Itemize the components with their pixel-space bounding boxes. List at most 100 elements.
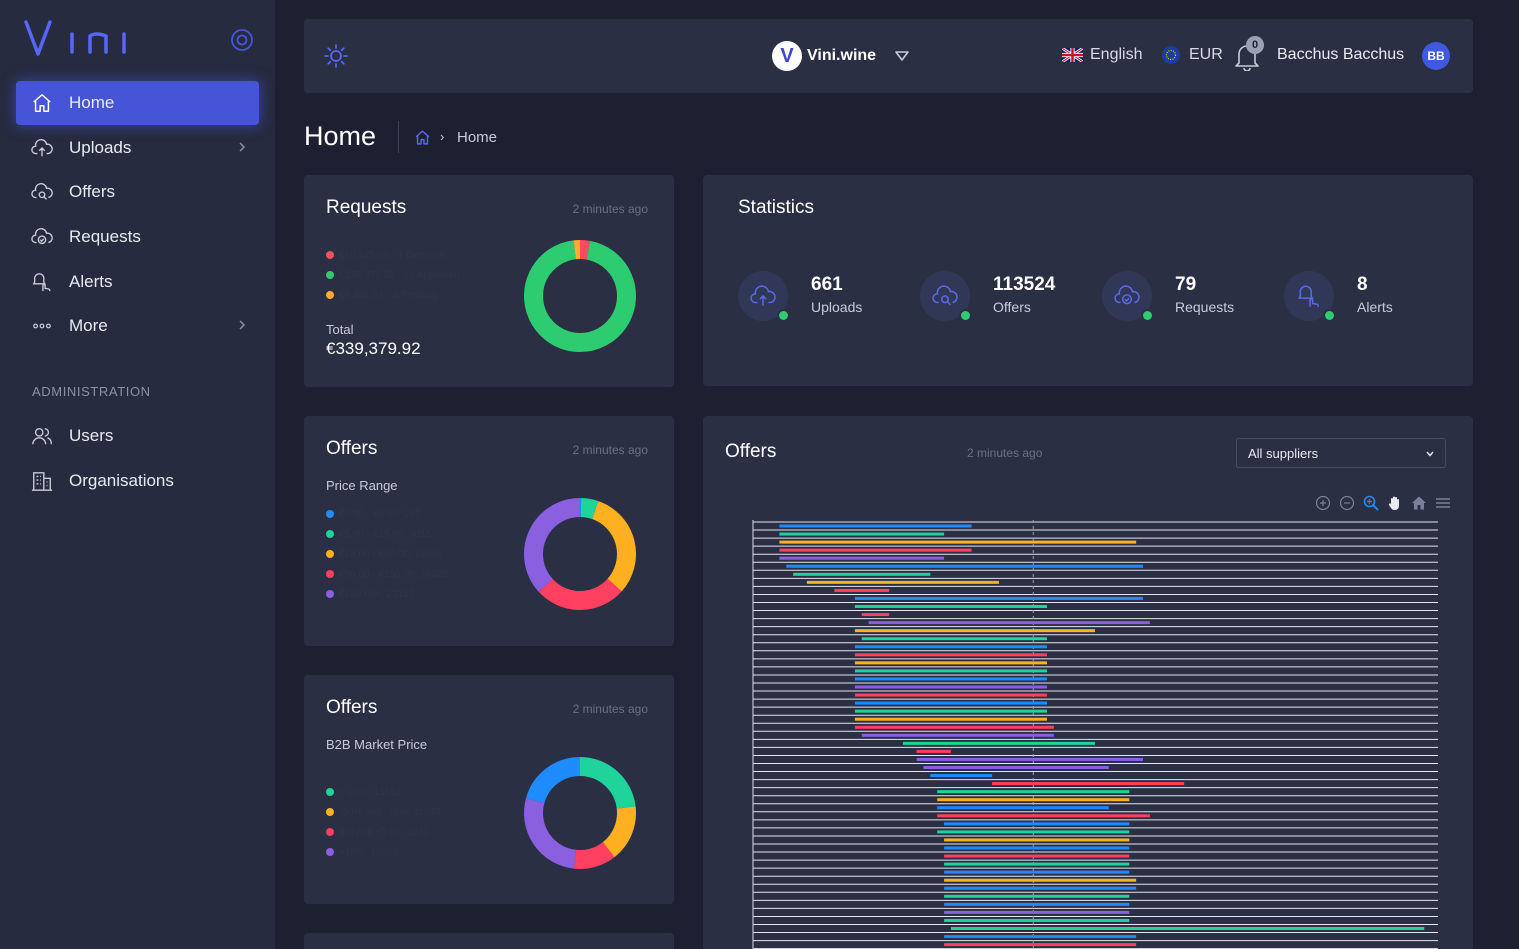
range-bar [854, 605, 1047, 608]
sidebar-item-alerts[interactable]: Alerts [16, 260, 259, 304]
legend-item: <-20%: 15651 [326, 782, 441, 802]
avatar[interactable]: BB [1422, 42, 1450, 70]
market-price-donut-chart [524, 757, 636, 869]
total-label: Total [326, 322, 354, 337]
sidebar-item-organisations[interactable]: Organisations [16, 459, 259, 503]
legend-item: €150.00+: 22157 [326, 584, 448, 604]
sidebar-item-more[interactable]: More [16, 304, 259, 348]
requests-legend: €10,125.00 - 1 Declined €339,379.92 - 10… [326, 245, 460, 305]
range-bar [937, 798, 1130, 802]
range-bar [806, 580, 999, 584]
donut-slice-<-20% [579, 757, 636, 810]
card-timestamp: 2 minutes ago [572, 702, 648, 716]
range-bar [937, 806, 1109, 810]
legend-item: +10%: 18663 [326, 842, 441, 862]
range-bar [916, 757, 1144, 761]
range-bar [944, 878, 1137, 882]
sidebar-item-uploads[interactable]: Uploads [16, 126, 259, 170]
status-ok-dot [777, 309, 790, 322]
requests-card: Requests 2 minutes ago €10,125.00 - 1 De… [304, 175, 674, 387]
card-title: Statistics [738, 197, 815, 218]
market-price-card: Offers 2 minutes ago B2B Market Price <-… [304, 675, 674, 904]
legend-item: €339,379.92 - 10 Approved [326, 265, 460, 285]
pan-hand-icon[interactable] [1385, 494, 1405, 512]
sidebar-item-label: Home [69, 93, 115, 112]
more-dots-icon [30, 314, 54, 338]
range-bar [854, 685, 1047, 689]
sidebar-toggle-icon[interactable] [230, 28, 254, 52]
chevron-down-icon [1426, 451, 1434, 457]
range-bar [944, 870, 1130, 874]
sidebar-item-label: Uploads [69, 138, 132, 157]
stat-alerts[interactable]: 8 Alerts [1284, 271, 1454, 327]
notification-count-badge: 0 [1246, 36, 1264, 54]
alert-hand-icon [30, 270, 54, 294]
user-name[interactable]: Bacchus Bacchus [1277, 46, 1405, 63]
range-bar [854, 629, 1095, 633]
selection-zoom-icon[interactable] [1361, 494, 1381, 512]
cloud-search-icon [30, 180, 54, 204]
stat-requests[interactable]: 79 Requests [1102, 271, 1272, 327]
sidebar-item-users[interactable]: Users [16, 414, 259, 458]
sidebar-item-requests[interactable]: Requests [16, 215, 259, 259]
offers-chart-card: Offers 2 minutes ago All suppliers [703, 416, 1473, 949]
sidebar-item-offers[interactable]: Offers [16, 170, 259, 214]
select-value: All suppliers [1248, 445, 1319, 461]
language-selector[interactable]: English [1062, 46, 1142, 64]
stat-uploads[interactable]: 661 Uploads [738, 271, 908, 327]
range-bar [944, 894, 1130, 898]
donut-slice--20% and -10% [602, 806, 636, 858]
menu-icon[interactable] [1433, 494, 1453, 512]
reset-home-icon[interactable] [1409, 494, 1429, 512]
range-bar [868, 621, 1150, 625]
stat-value: 79 [1175, 274, 1197, 295]
chevron-right-icon [239, 142, 246, 152]
breadcrumb-arrow-icon: › [440, 129, 445, 144]
range-bar [992, 782, 1185, 786]
range-bar [861, 733, 1054, 737]
theme-toggle-sun-icon[interactable] [324, 44, 348, 68]
currency-label: EUR [1189, 46, 1223, 63]
card-title: Offers [326, 438, 378, 459]
range-bar [944, 918, 1130, 922]
currency-selector[interactable]: EUR [1162, 46, 1223, 64]
stat-label: Uploads [811, 299, 863, 315]
range-bar [854, 645, 1047, 649]
breadcrumb: Home [457, 129, 498, 146]
range-bar [944, 943, 1137, 947]
sidebar-item-label: Requests [69, 227, 141, 246]
range-bar [944, 910, 1130, 914]
alert-hand-icon [1284, 271, 1334, 321]
supplier-filter-select[interactable]: All suppliers [1236, 438, 1446, 468]
language-label: English [1090, 46, 1143, 63]
stat-value: 8 [1357, 274, 1368, 295]
legend-item: €5.00 - €15.00: 3015 [326, 524, 448, 544]
card-timestamp: 2 minutes ago [572, 443, 648, 457]
breadcrumb-divider [398, 121, 399, 153]
sidebar-item-home[interactable]: Home [16, 81, 259, 125]
range-bar [944, 822, 1130, 826]
chevron-right-icon [239, 320, 246, 330]
range-bar [786, 564, 1144, 568]
stat-offers[interactable]: 113524 Offers [920, 271, 1090, 327]
range-bar [916, 749, 951, 753]
vini-logo[interactable] [24, 18, 134, 60]
zoom-out-icon[interactable] [1337, 494, 1357, 512]
zoom-in-icon[interactable] [1313, 494, 1333, 512]
range-bar [854, 717, 1047, 721]
breadcrumb-home-icon[interactable] [414, 129, 431, 146]
range-bar [779, 548, 972, 552]
stat-label: Offers [993, 299, 1031, 315]
range-bar [779, 524, 972, 528]
sidebar-item-label: Alerts [69, 272, 113, 291]
range-bar [937, 830, 1130, 834]
organisation-switcher[interactable]: V Vini.wine [772, 41, 910, 71]
legend-item: €6,491.92 - 4 Pending [326, 285, 460, 305]
users-icon [30, 424, 54, 448]
offers-range-chart [752, 520, 1438, 949]
range-bar [779, 532, 945, 536]
donut-slice-other [526, 757, 581, 804]
donut-slice-Approved [524, 240, 636, 352]
total-value: €339,379.92 [326, 339, 421, 358]
cloud-upload-icon [30, 136, 54, 160]
